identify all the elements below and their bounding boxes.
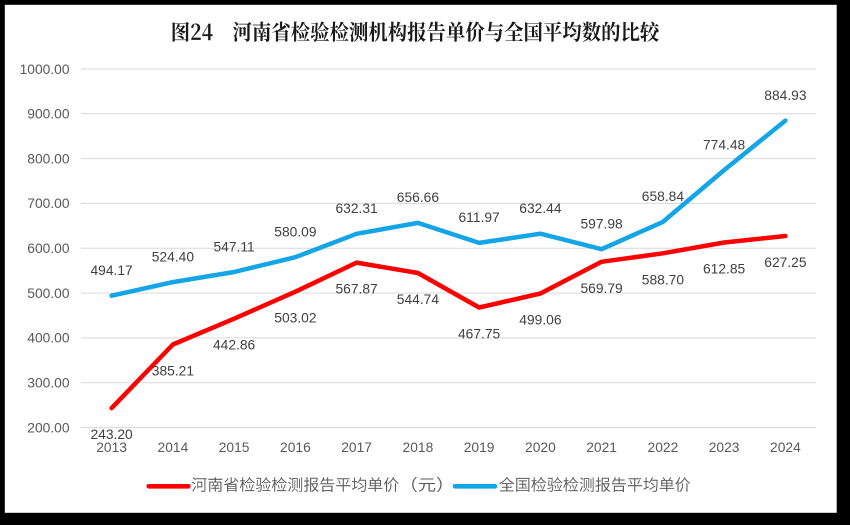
svg-text:597.98: 597.98 [580, 217, 623, 232]
svg-text:1000.00: 1000.00 [20, 62, 70, 77]
svg-text:2020: 2020 [525, 440, 556, 455]
svg-text:580.09: 580.09 [274, 225, 317, 240]
svg-text:884.93: 884.93 [764, 88, 807, 103]
svg-text:2013: 2013 [96, 440, 127, 455]
svg-text:2023: 2023 [709, 440, 740, 455]
svg-text:300.00: 300.00 [27, 376, 70, 391]
svg-text:500.00: 500.00 [27, 286, 70, 301]
svg-text:2018: 2018 [403, 440, 434, 455]
svg-text:774.48: 774.48 [703, 137, 746, 152]
svg-text:2019: 2019 [464, 440, 495, 455]
svg-text:400.00: 400.00 [27, 331, 70, 346]
svg-text:2021: 2021 [586, 440, 617, 455]
svg-text:632.31: 632.31 [335, 201, 377, 216]
svg-text:544.74: 544.74 [397, 292, 440, 307]
svg-text:567.87: 567.87 [335, 282, 377, 297]
svg-text:569.79: 569.79 [580, 281, 623, 296]
svg-text:627.25: 627.25 [764, 255, 807, 270]
svg-text:800.00: 800.00 [27, 151, 70, 166]
svg-text:499.06: 499.06 [519, 313, 562, 328]
svg-text:467.75: 467.75 [458, 327, 501, 342]
svg-text:600.00: 600.00 [27, 241, 70, 256]
svg-text:503.02: 503.02 [274, 311, 316, 326]
svg-text:200.00: 200.00 [27, 420, 70, 435]
svg-text:494.17: 494.17 [90, 263, 132, 278]
svg-text:524.40: 524.40 [152, 249, 195, 264]
svg-text:632.44: 632.44 [519, 201, 562, 216]
svg-text:385.21: 385.21 [152, 364, 194, 379]
svg-text:442.86: 442.86 [213, 338, 256, 353]
svg-text:243.20: 243.20 [90, 427, 133, 442]
svg-text:588.70: 588.70 [642, 272, 685, 287]
svg-text:658.84: 658.84 [642, 189, 685, 204]
svg-text:656.66: 656.66 [397, 190, 440, 205]
svg-text:2022: 2022 [648, 440, 679, 455]
svg-text:547.11: 547.11 [214, 239, 255, 254]
svg-text:2016: 2016 [280, 440, 311, 455]
svg-text:2015: 2015 [219, 440, 250, 455]
svg-text:611.97: 611.97 [459, 210, 500, 225]
svg-text:612.85: 612.85 [703, 262, 746, 277]
svg-text:700.00: 700.00 [27, 196, 70, 211]
svg-text:2014: 2014 [158, 440, 189, 455]
svg-text:2024: 2024 [770, 440, 801, 455]
svg-text:900.00: 900.00 [27, 107, 70, 122]
svg-text:2017: 2017 [341, 440, 372, 455]
